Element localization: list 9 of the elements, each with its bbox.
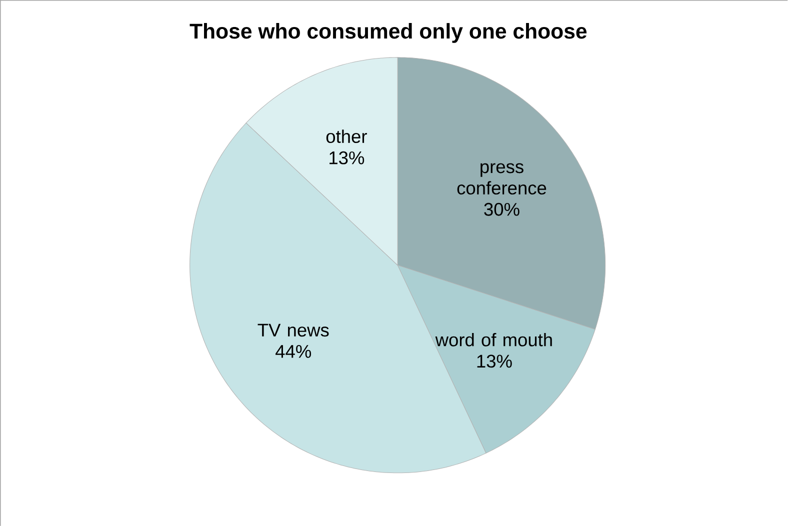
data-label: 13% xyxy=(477,354,512,368)
slice-label: other xyxy=(326,129,367,143)
data-label: 44% xyxy=(276,344,312,358)
slice-label: word of mouth xyxy=(435,332,552,346)
slice-label: TV news xyxy=(258,324,329,336)
data-label: 13% xyxy=(330,151,364,164)
slice-label: press conference xyxy=(457,163,546,194)
chart-title: Those who consumed only one choose xyxy=(190,22,587,43)
data-label: 30% xyxy=(484,202,520,216)
